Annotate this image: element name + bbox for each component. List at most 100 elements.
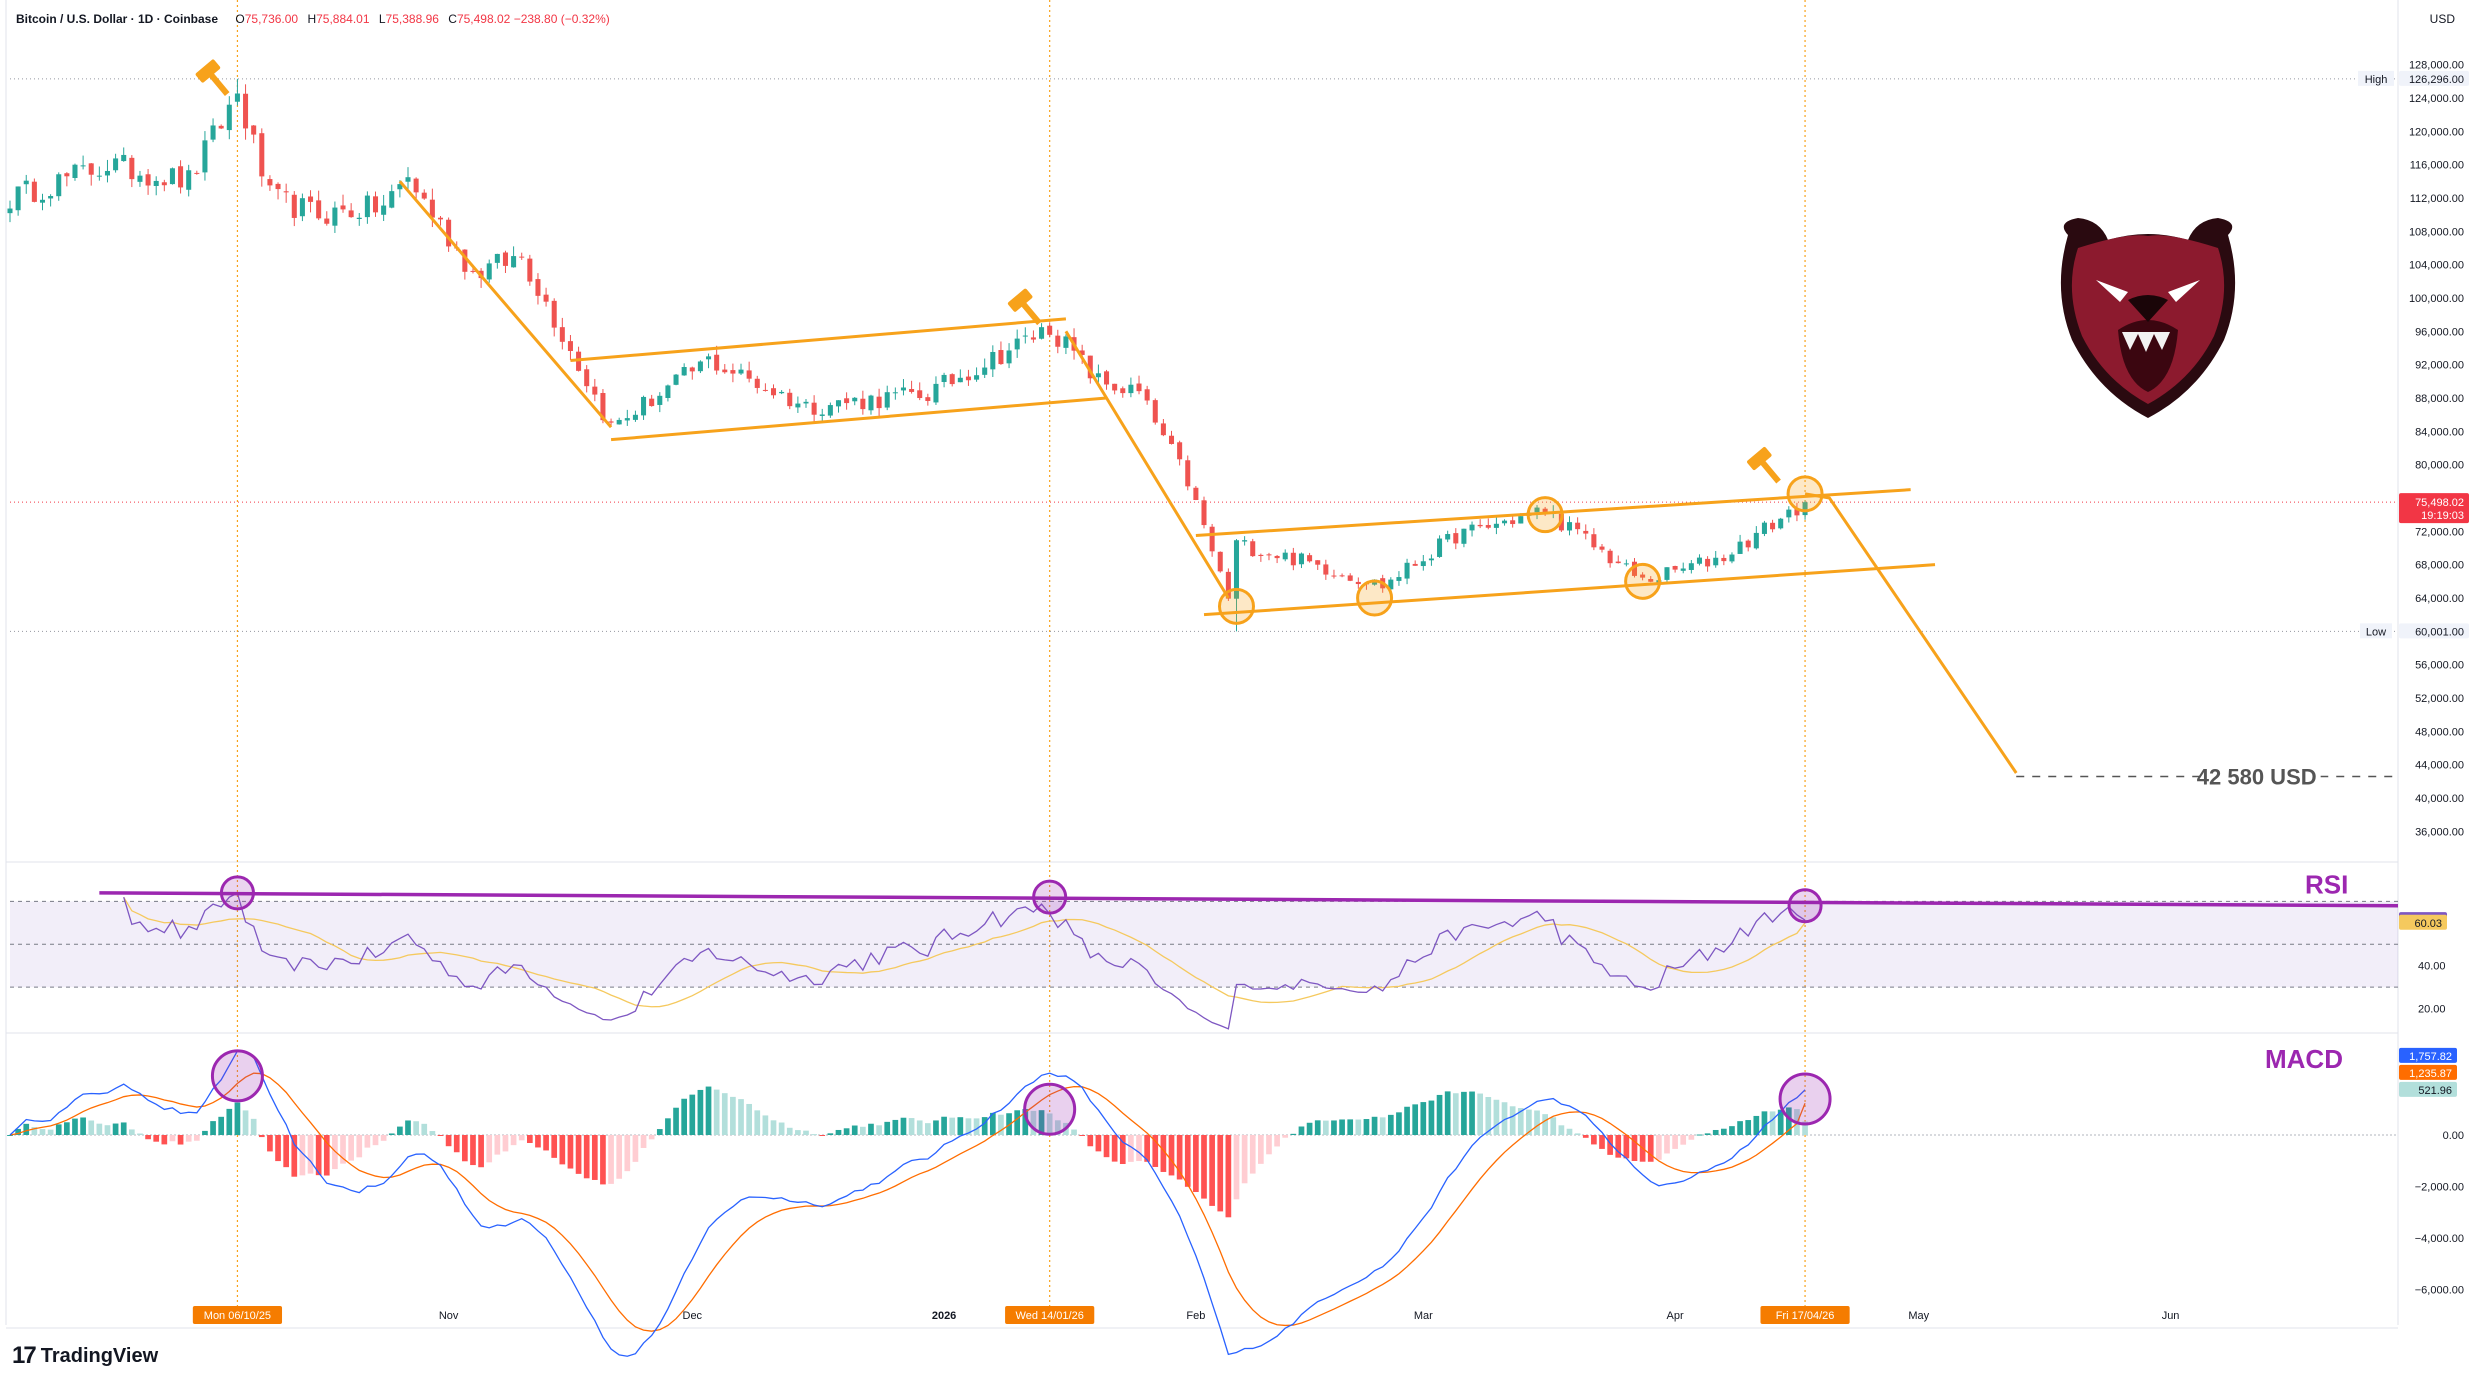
- candle-body: [730, 370, 736, 374]
- close-value: 75,498.02: [456, 12, 511, 26]
- time-tag: Mon 06/10/25: [204, 1310, 271, 1322]
- candle-body: [202, 140, 208, 173]
- macd-hist-bar: [835, 1129, 842, 1135]
- macd-hist-bar: [1144, 1135, 1150, 1162]
- candle-body: [1298, 553, 1304, 565]
- macd-hist-bar: [1225, 1135, 1232, 1218]
- candle-body: [137, 175, 143, 182]
- candle-body: [1485, 525, 1491, 528]
- candle-body: [681, 367, 687, 376]
- candle-body: [1778, 518, 1784, 529]
- candle-body: [1144, 389, 1150, 401]
- macd-hist-bar: [356, 1135, 363, 1158]
- macd-hist-bar: [1111, 1135, 1118, 1162]
- macd-hist-bar: [185, 1135, 192, 1142]
- candle-body: [23, 180, 29, 185]
- candle-body: [1168, 435, 1175, 444]
- candle-body: [259, 133, 265, 177]
- macd-hist-bar: [1558, 1125, 1565, 1135]
- macd-hist-bar: [1615, 1135, 1622, 1158]
- macd-hist-bar: [1290, 1133, 1297, 1135]
- candle-body: [1420, 561, 1426, 567]
- candle-body: [941, 374, 947, 383]
- candle-body: [1705, 558, 1711, 567]
- candle-body: [1242, 540, 1248, 542]
- macd-hist-bar: [762, 1115, 769, 1135]
- macd-hist-bar: [1599, 1135, 1605, 1149]
- price-tick: 96,000.00: [2415, 326, 2464, 338]
- candle-body: [779, 391, 785, 394]
- macd-hist-bar: [1420, 1102, 1427, 1135]
- time-tag: Wed 14/01/26: [1016, 1310, 1084, 1322]
- macd-hist-bar: [413, 1121, 419, 1135]
- macd-hist-bar: [1501, 1102, 1508, 1135]
- touch-circle: [1526, 496, 1564, 534]
- candle-body: [803, 401, 809, 404]
- candle-body: [1217, 551, 1223, 572]
- macd-hist-bar: [1412, 1104, 1419, 1135]
- high-price-label-bg: [2399, 70, 2469, 86]
- macd-hist-bar: [884, 1121, 891, 1135]
- macd-hist-bar: [470, 1135, 476, 1166]
- candle-body: [1469, 524, 1475, 531]
- macd-hist-bar: [543, 1135, 549, 1151]
- macd-hist-bar: [291, 1135, 298, 1177]
- macd-hist-bar: [1014, 1110, 1021, 1135]
- macd-circle: [1778, 1072, 1832, 1126]
- macd-hist-bar: [981, 1117, 988, 1135]
- candle-body: [1347, 575, 1353, 581]
- macd-hist-bar: [388, 1133, 395, 1135]
- candle-body: [31, 181, 37, 202]
- candle-body: [356, 217, 362, 220]
- price-axis[interactable]: 128,000.00 124,000.00 120,000.00 116,000.00…: [2358, 60, 2469, 839]
- channel-1-upper: [570, 317, 1067, 362]
- candle-body: [1623, 563, 1629, 565]
- macd-hist-bar: [1038, 1110, 1045, 1135]
- macd-hist-bar: [1314, 1120, 1321, 1135]
- macd-hist-bar: [1712, 1129, 1719, 1135]
- tradingview-brand[interactable]: 17 TradingView: [12, 1342, 158, 1370]
- candle-body: [178, 166, 184, 188]
- macd-hist-bar: [7, 1135, 13, 1136]
- candle-body: [1201, 500, 1207, 526]
- macd-hist-bar: [1274, 1135, 1280, 1147]
- candle-body: [535, 279, 541, 296]
- touch-circle: [1356, 579, 1394, 617]
- macd-hist-bar: [1355, 1119, 1362, 1135]
- candle-body: [267, 179, 273, 186]
- change-value: −238.80 (−0.32%): [513, 12, 610, 26]
- candle-body: [1542, 508, 1548, 514]
- macd-hist-bar: [1680, 1135, 1687, 1145]
- candle-body: [48, 196, 54, 199]
- macd-hist-bar: [1379, 1117, 1386, 1135]
- macd-hist-bar: [1509, 1106, 1516, 1135]
- candle-body: [584, 369, 590, 387]
- macd-tick: 0.00: [2443, 1130, 2464, 1142]
- candle-body: [1355, 581, 1361, 585]
- macd-hist-bar: [941, 1116, 947, 1135]
- candle-body: [1786, 509, 1792, 518]
- macd-hist-bar: [226, 1108, 233, 1135]
- macd-hist-bar: [193, 1135, 200, 1141]
- macd-hist-bar: [1022, 1109, 1029, 1135]
- currency-label[interactable]: USD: [2429, 12, 2455, 26]
- macd-hist-bar: [1664, 1135, 1670, 1154]
- macd-hist-bar: [924, 1123, 931, 1135]
- macd-hist-bar: [1623, 1135, 1630, 1159]
- candle-body: [1753, 532, 1759, 549]
- time-axis[interactable]: Mon 06/10/25 Nov Dec 2026 Wed 14/01/26 Feb Mar…: [192, 1306, 2180, 1324]
- candle-body: [299, 198, 305, 217]
- price-tick: 48,000.00: [2415, 726, 2464, 738]
- low-tag: Low: [2366, 626, 2386, 638]
- macd-hist-bar: [811, 1134, 817, 1136]
- target-label-bg: [2200, 760, 2321, 791]
- macd-hist-bar: [591, 1135, 598, 1180]
- candle-body: [559, 327, 565, 342]
- macd-hist-bar: [916, 1120, 923, 1135]
- candle-body: [982, 367, 988, 375]
- candle-body: [1477, 524, 1483, 527]
- macd-hist-bar: [315, 1135, 322, 1176]
- candle-body: [1453, 533, 1459, 544]
- high-value: 75,884.01: [316, 12, 370, 26]
- macd-hist-bar: [1769, 1111, 1776, 1135]
